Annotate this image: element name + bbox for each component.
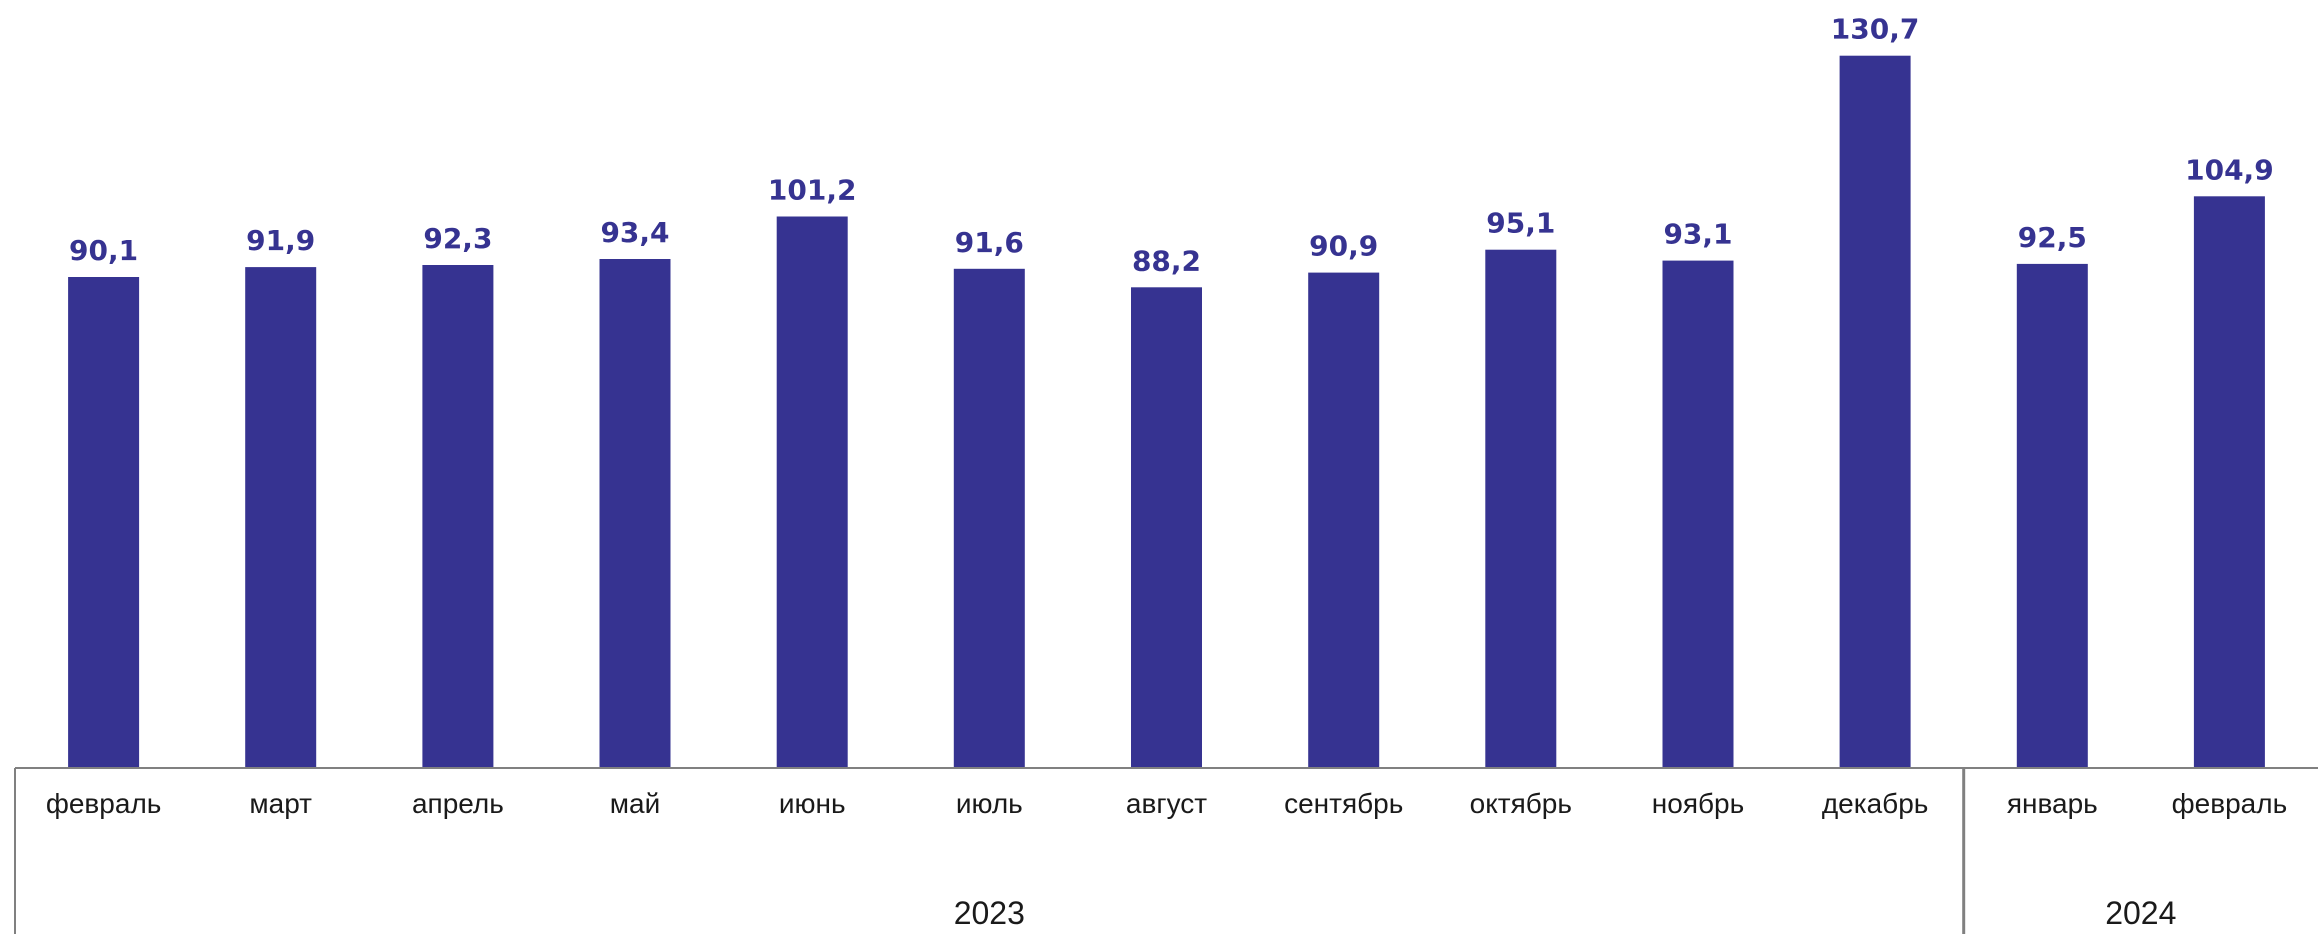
bar — [1131, 287, 1202, 768]
data-label: 90,1 — [69, 234, 138, 267]
x-tick-label: февраль — [2172, 788, 2288, 819]
x-tick-label: декабрь — [1822, 788, 1929, 819]
x-tick-label: февраль — [46, 788, 162, 819]
bar — [599, 259, 671, 768]
bar — [2016, 263, 2088, 768]
bar — [422, 265, 494, 768]
year-labels-group: 2023 2024 — [954, 895, 2177, 931]
x-tick-label: июнь — [779, 788, 846, 819]
data-label: 93,4 — [600, 216, 669, 249]
bar — [245, 267, 317, 768]
data-label: 92,3 — [423, 222, 492, 255]
data-label: 93,1 — [1663, 218, 1732, 251]
x-tick-label: ноябрь — [1652, 788, 1744, 819]
bar — [1839, 55, 1911, 768]
bar — [953, 268, 1025, 768]
data-label: 95,1 — [1486, 207, 1555, 240]
x-tick-label: январь — [2007, 788, 2098, 819]
data-label: 91,6 — [955, 226, 1024, 259]
bar — [776, 216, 848, 768]
data-label: 104,9 — [2185, 153, 2274, 186]
category-labels-group: февраль март апрель май июнь июль август сентяб… — [46, 788, 2287, 819]
x-tick-label: август — [1126, 788, 1207, 819]
data-label: 92,5 — [2018, 221, 2087, 254]
year-label: 2023 — [954, 895, 1025, 931]
value-labels-group: 90,1 91,9 92,3 93,4 101,2 91,6 88,2 90,9 95,1 93,… — [69, 13, 2274, 278]
data-label: 101,2 — [768, 174, 857, 207]
data-label: 91,9 — [246, 224, 315, 257]
data-label: 88,2 — [1132, 244, 1201, 277]
data-label: 130,7 — [1831, 13, 1920, 46]
x-tick-label: март — [249, 788, 312, 819]
x-tick-label: сентябрь — [1284, 788, 1403, 819]
data-label: 90,9 — [1309, 230, 1378, 263]
bar — [1308, 272, 1380, 768]
x-tick-label: май — [610, 788, 660, 819]
bar — [2193, 196, 2265, 769]
bar — [1485, 249, 1557, 768]
bar — [68, 277, 140, 768]
x-tick-label: июль — [956, 788, 1023, 819]
bar — [1662, 260, 1734, 768]
x-tick-label: апрель — [412, 788, 504, 819]
x-axis — [14, 767, 2318, 934]
bars-group — [68, 55, 2265, 769]
year-label: 2024 — [2105, 895, 2176, 931]
x-tick-label: октябрь — [1470, 788, 1572, 819]
